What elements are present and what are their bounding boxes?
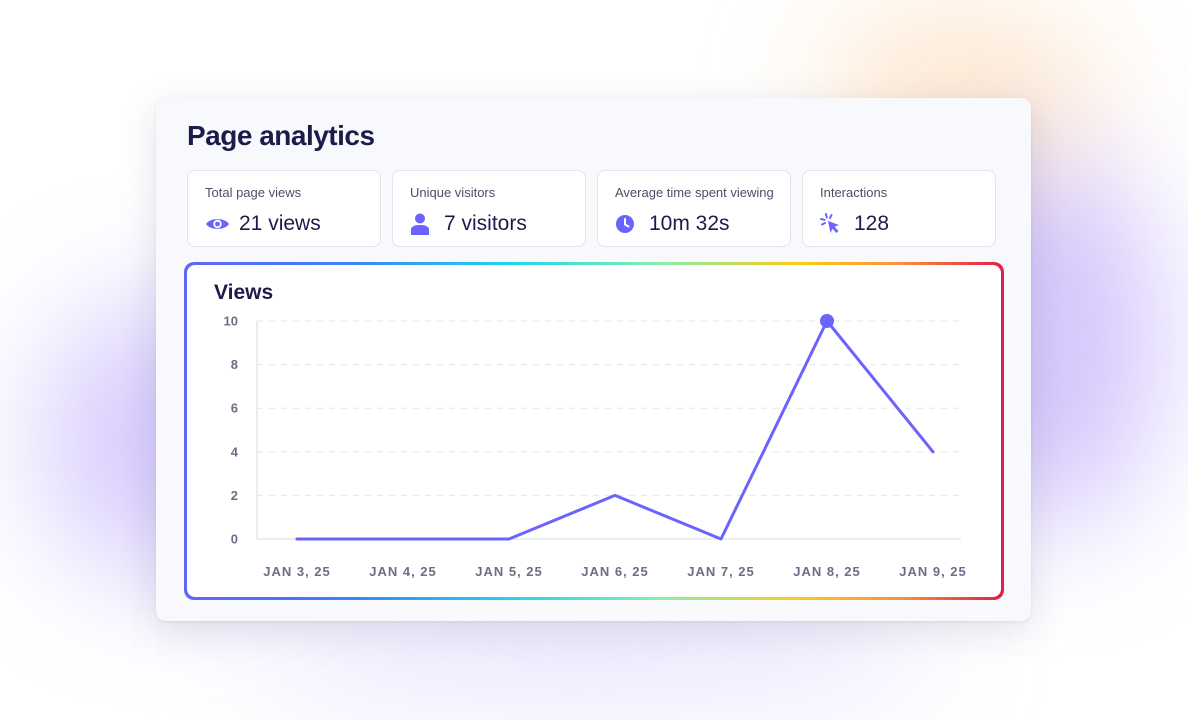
x-tick-label: JAN 3, 25 (263, 564, 331, 579)
stat-value: 10m 32s (649, 212, 730, 235)
page-title: Page analytics (187, 120, 375, 151)
views-chart-card: Views 0 2 4 6 8 10 JAN 3, 25 JAN 4, 25 JAN 5, 25… (184, 262, 1004, 600)
y-tick-label: 10 (224, 314, 238, 329)
stat-card-average-time: Average time spent viewing 10m 32s (597, 170, 791, 247)
stat-card-interactions: Interactions 128 (802, 170, 996, 247)
x-tick-label: JAN 4, 25 (369, 564, 437, 579)
stat-label: Average time spent viewing (615, 185, 774, 200)
x-tick-label: JAN 7, 25 (687, 564, 755, 579)
views-chart: 0 2 4 6 8 10 JAN 3, 25 JAN 4, 25 JAN 5, 25 JAN 6,… (224, 314, 967, 580)
stat-label: Interactions (820, 185, 888, 200)
stats-row: Total page views 21 views Unique visitor… (187, 170, 996, 247)
stat-card-unique-visitors: Unique visitors 7 visitors (392, 170, 586, 247)
stat-value: 21 views (239, 212, 321, 235)
y-tick-label: 0 (231, 532, 238, 547)
stat-value: 128 (854, 212, 890, 235)
y-tick-label: 6 (231, 401, 238, 416)
user-icon (410, 212, 436, 236)
stat-card-total-page-views: Total page views 21 views (187, 170, 381, 247)
views-chart-inner: Views 0 2 4 6 8 10 JAN 3, 25 JAN 4, 25 JAN 5, 25… (187, 265, 1001, 597)
stat-label: Total page views (205, 185, 302, 200)
x-tick-label: JAN 8, 25 (793, 564, 861, 579)
y-tick-label: 8 (231, 357, 238, 372)
cursor-click-icon (820, 212, 846, 236)
x-tick-label: JAN 9, 25 (899, 564, 967, 579)
stat-value: 7 visitors (444, 212, 527, 235)
stat-label: Unique visitors (410, 185, 496, 200)
highlighted-data-point (820, 314, 834, 328)
chart-title: Views (214, 281, 274, 304)
y-tick-label: 2 (231, 488, 238, 503)
eye-icon (205, 212, 231, 236)
analytics-panel: Page analytics Total page views 21 views (156, 98, 1031, 621)
clock-icon (615, 212, 641, 236)
x-tick-label: JAN 5, 25 (475, 564, 543, 579)
x-tick-label: JAN 6, 25 (581, 564, 649, 579)
y-tick-label: 4 (231, 444, 239, 459)
series-line-views (295, 319, 935, 541)
